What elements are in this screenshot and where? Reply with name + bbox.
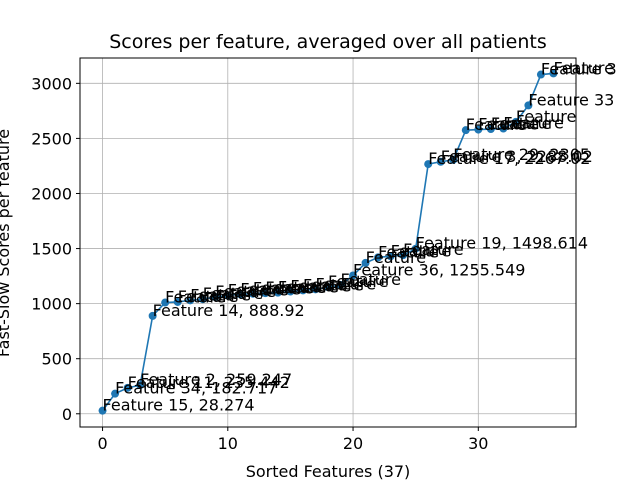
point-label: Feature [228,280,288,299]
point-label: Feature 14, 888.92 [153,301,305,320]
y-axis-label: Fast-Slow Scores per feature [0,129,13,357]
point-label: Feature [203,284,263,303]
point-label: Feature 3 [541,60,617,79]
y-tick-label: 0 [62,405,72,424]
data-point [136,381,145,390]
point-label: Feature [253,279,313,298]
point-label: Feature [165,288,225,307]
data-point [524,101,533,110]
data-point [549,69,558,78]
point-label: Feature [503,113,563,132]
data-point [511,117,520,126]
x-tick-label: 0 [97,434,107,453]
y-tick-label: 1500 [31,240,72,259]
data-point [298,286,307,295]
point-label: Feature 2, 259.247 [140,370,292,389]
point-label: Feature 33 [528,90,614,109]
data-point [324,283,332,292]
series-line [98,69,558,415]
data-point [374,253,383,262]
point-label: Feature [378,242,438,261]
data-point [286,287,295,296]
data-point [461,126,470,135]
point-label: Feature [553,58,613,77]
data-point [273,288,282,297]
data-point [236,290,245,299]
data-point [173,297,182,306]
data-point [223,291,232,300]
data-point [311,285,320,294]
data-point [211,293,220,302]
data-point [148,311,157,320]
point-label: Feature [240,279,300,298]
data-point [486,125,495,134]
point-label: Feature [341,270,401,289]
point-label: Feature [466,115,526,134]
point-label: Feature [190,285,250,304]
point-label: Feature 11, 235.442 [128,373,290,392]
point-label: Feature [516,107,576,126]
point-label: Feature [290,277,350,296]
point-label: Feature [303,275,363,294]
point-label: Feature 3, 2288.02 [441,147,593,166]
point-label: Feature [403,240,463,259]
data-point [436,157,445,166]
point-label: Feature [478,115,538,134]
data-point [399,251,408,260]
data-point [198,295,207,304]
chart-title: Scores per feature, averaged over all pa… [109,31,546,53]
point-label: Feature [265,278,325,297]
point-label: Feature [328,272,388,291]
point-label: Feature [315,274,375,293]
x-tick-label: 30 [468,434,488,453]
data-point [361,258,370,267]
data-point [336,280,345,289]
data-point [349,271,358,280]
x-tick-label: 10 [218,434,238,453]
point-label: Feature 19, 1498.614 [416,234,588,253]
data-point [248,289,257,298]
point-label: Feature [178,287,238,306]
point-label: Feature 34, 182.717 [115,379,277,398]
plot-frame [79,57,577,428]
data-point [424,160,433,169]
data-point [411,244,420,253]
point-label: Feature 15, 28.274 [103,396,255,415]
data-point [261,289,270,298]
data-point [474,125,483,134]
data-point [111,389,120,398]
data-point [536,70,545,79]
data-point [123,383,132,392]
point-label: Feature [215,282,275,301]
data-point [386,252,395,261]
point-label: Feature 17, 2267.02 [428,149,590,168]
x-tick-label: 20 [343,434,363,453]
y-tick-label: 1000 [31,295,72,314]
data-point [499,124,508,133]
axis-ticks: 0 10 20 30 0 500 1000 1500 2000 2500 3000 [31,74,488,453]
point-label: Feature [278,278,338,297]
y-tick-label: 3000 [31,74,72,93]
data-point [186,296,195,305]
point-label: Feature [391,241,451,260]
point-label: Feature [366,248,426,267]
point-label: Feature [491,114,551,133]
y-tick-label: 2000 [31,184,72,203]
point-label: Feature 29, 2305 [453,145,590,164]
data-point [449,155,458,164]
data-point [98,406,107,415]
x-axis-label: Sorted Features (37) [246,462,411,480]
point-label: Feature 36, 1255.549 [353,260,525,279]
y-tick-label: 500 [41,350,72,369]
y-tick-label: 2500 [31,129,72,148]
data-point [161,298,170,307]
